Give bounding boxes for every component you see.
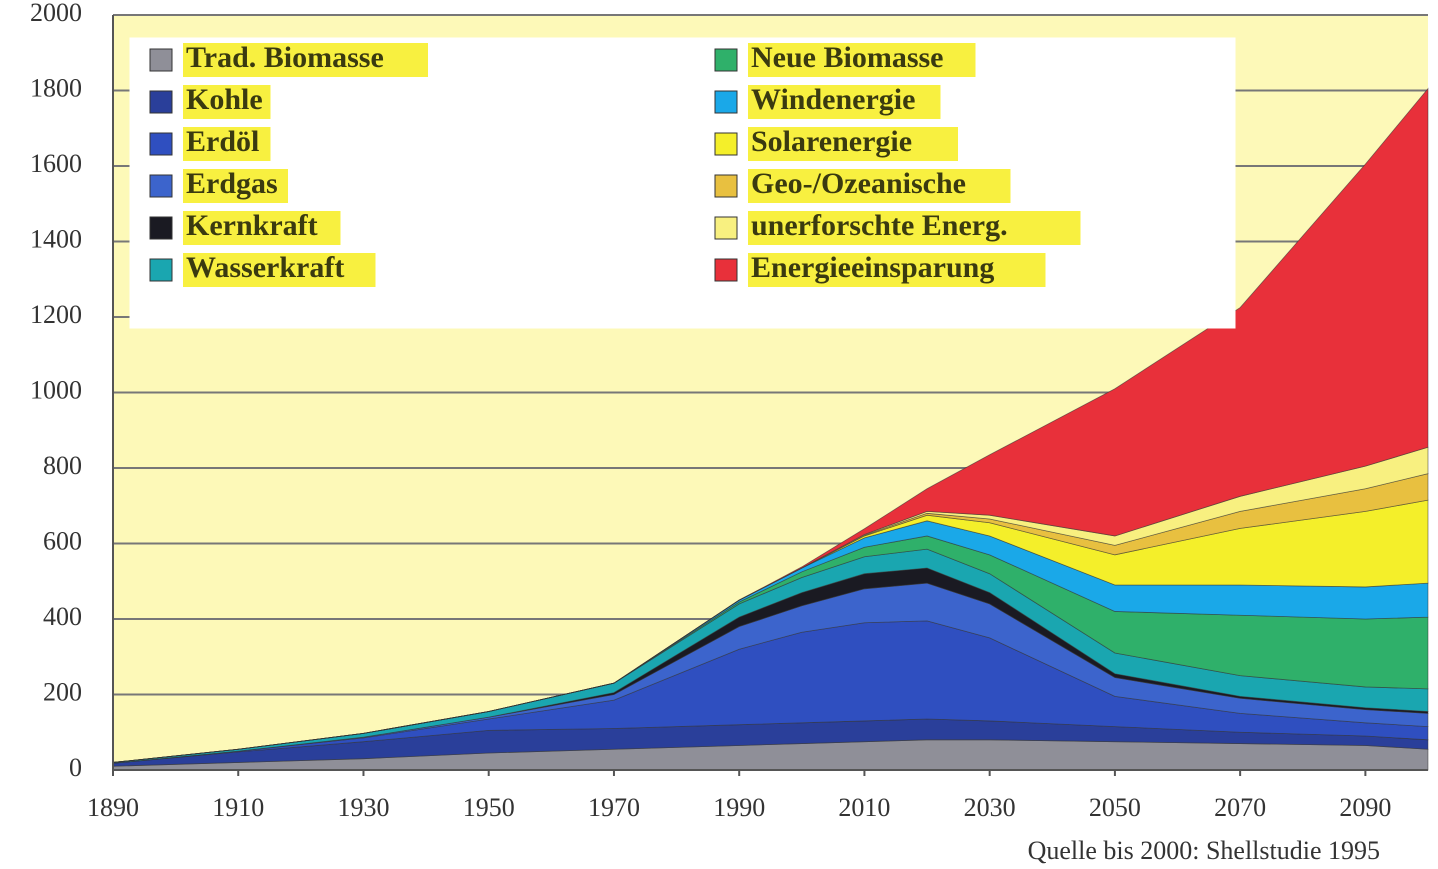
legend-swatch (714, 90, 738, 114)
legend-swatch (149, 90, 173, 114)
x-tick-label: 1970 (588, 793, 640, 822)
x-tick-label: 2010 (838, 793, 890, 822)
legend-highlight (748, 85, 941, 119)
legend-label: Kohle (186, 83, 263, 116)
legend-highlight (183, 43, 428, 77)
legend-swatch (714, 48, 738, 72)
legend-highlight (183, 253, 376, 287)
legend-label: Geo-/Ozeanische (751, 167, 966, 200)
y-tick-label: 1000 (30, 375, 82, 404)
legend-swatch (714, 216, 738, 240)
y-tick-label: 200 (43, 677, 82, 706)
y-tick-label: 2000 (30, 0, 82, 27)
legend-label: Solarenergie (751, 125, 912, 158)
legend-highlight (183, 127, 271, 161)
legend-label: unerforschte Energ. (751, 209, 1008, 242)
legend-swatch (714, 258, 738, 282)
y-tick-label: 0 (69, 753, 82, 782)
x-tick-label: 1950 (463, 793, 515, 822)
legend-swatch (714, 132, 738, 156)
legend: Trad. Biomasse Kohle Erdöl Erdgas Kernkraft W… (129, 37, 1236, 329)
legend-swatch (714, 174, 738, 198)
x-tick-label: 2050 (1089, 793, 1141, 822)
legend-swatch (149, 174, 173, 198)
x-tick-label: 1990 (713, 793, 765, 822)
area (112, 87, 1429, 763)
legend-swatch (149, 132, 173, 156)
legend-highlight (748, 43, 976, 77)
x-tick-label: 1910 (212, 793, 264, 822)
y-tick-label: 1600 (30, 149, 82, 178)
legend-highlight (748, 253, 1046, 287)
legend-label: Energieeinsparung (751, 251, 994, 284)
x-tick-label: 1890 (87, 793, 139, 822)
legend-highlight (748, 169, 1011, 203)
legend-label: Kernkraft (186, 209, 318, 242)
x-tick-label: 2070 (1214, 793, 1266, 822)
legend-highlight (183, 85, 271, 119)
y-tick-label: 600 (43, 526, 82, 555)
legend-highlight (183, 211, 341, 245)
legend-highlight (748, 211, 1081, 245)
y-tick-label: 1200 (30, 300, 82, 329)
legend-label: Erdgas (186, 167, 278, 200)
legend-highlight (748, 127, 958, 161)
legend-label: Erdöl (186, 125, 259, 158)
legend-label: Trad. Biomasse (186, 41, 384, 74)
legend-label: Neue Biomasse (751, 41, 943, 74)
legend-label: Windenergie (751, 83, 915, 116)
legend-swatch (149, 258, 173, 282)
y-tick-label: 1400 (30, 224, 82, 253)
y-tick-label: 800 (43, 451, 82, 480)
x-tick-label: 2030 (964, 793, 1016, 822)
areas (112, 87, 1429, 771)
legend-swatch (149, 216, 173, 240)
y-tick-label: 1800 (30, 73, 82, 102)
x-tick-label: 1930 (337, 793, 389, 822)
legend-highlight (183, 169, 288, 203)
legend-label: Wasserkraft (186, 251, 344, 284)
x-tick-label: 2090 (1339, 793, 1391, 822)
y-tick-label: 400 (43, 602, 82, 631)
legend-swatch (149, 48, 173, 72)
source-note: Quelle bis 2000: Shellstudie 1995 (1028, 836, 1380, 865)
